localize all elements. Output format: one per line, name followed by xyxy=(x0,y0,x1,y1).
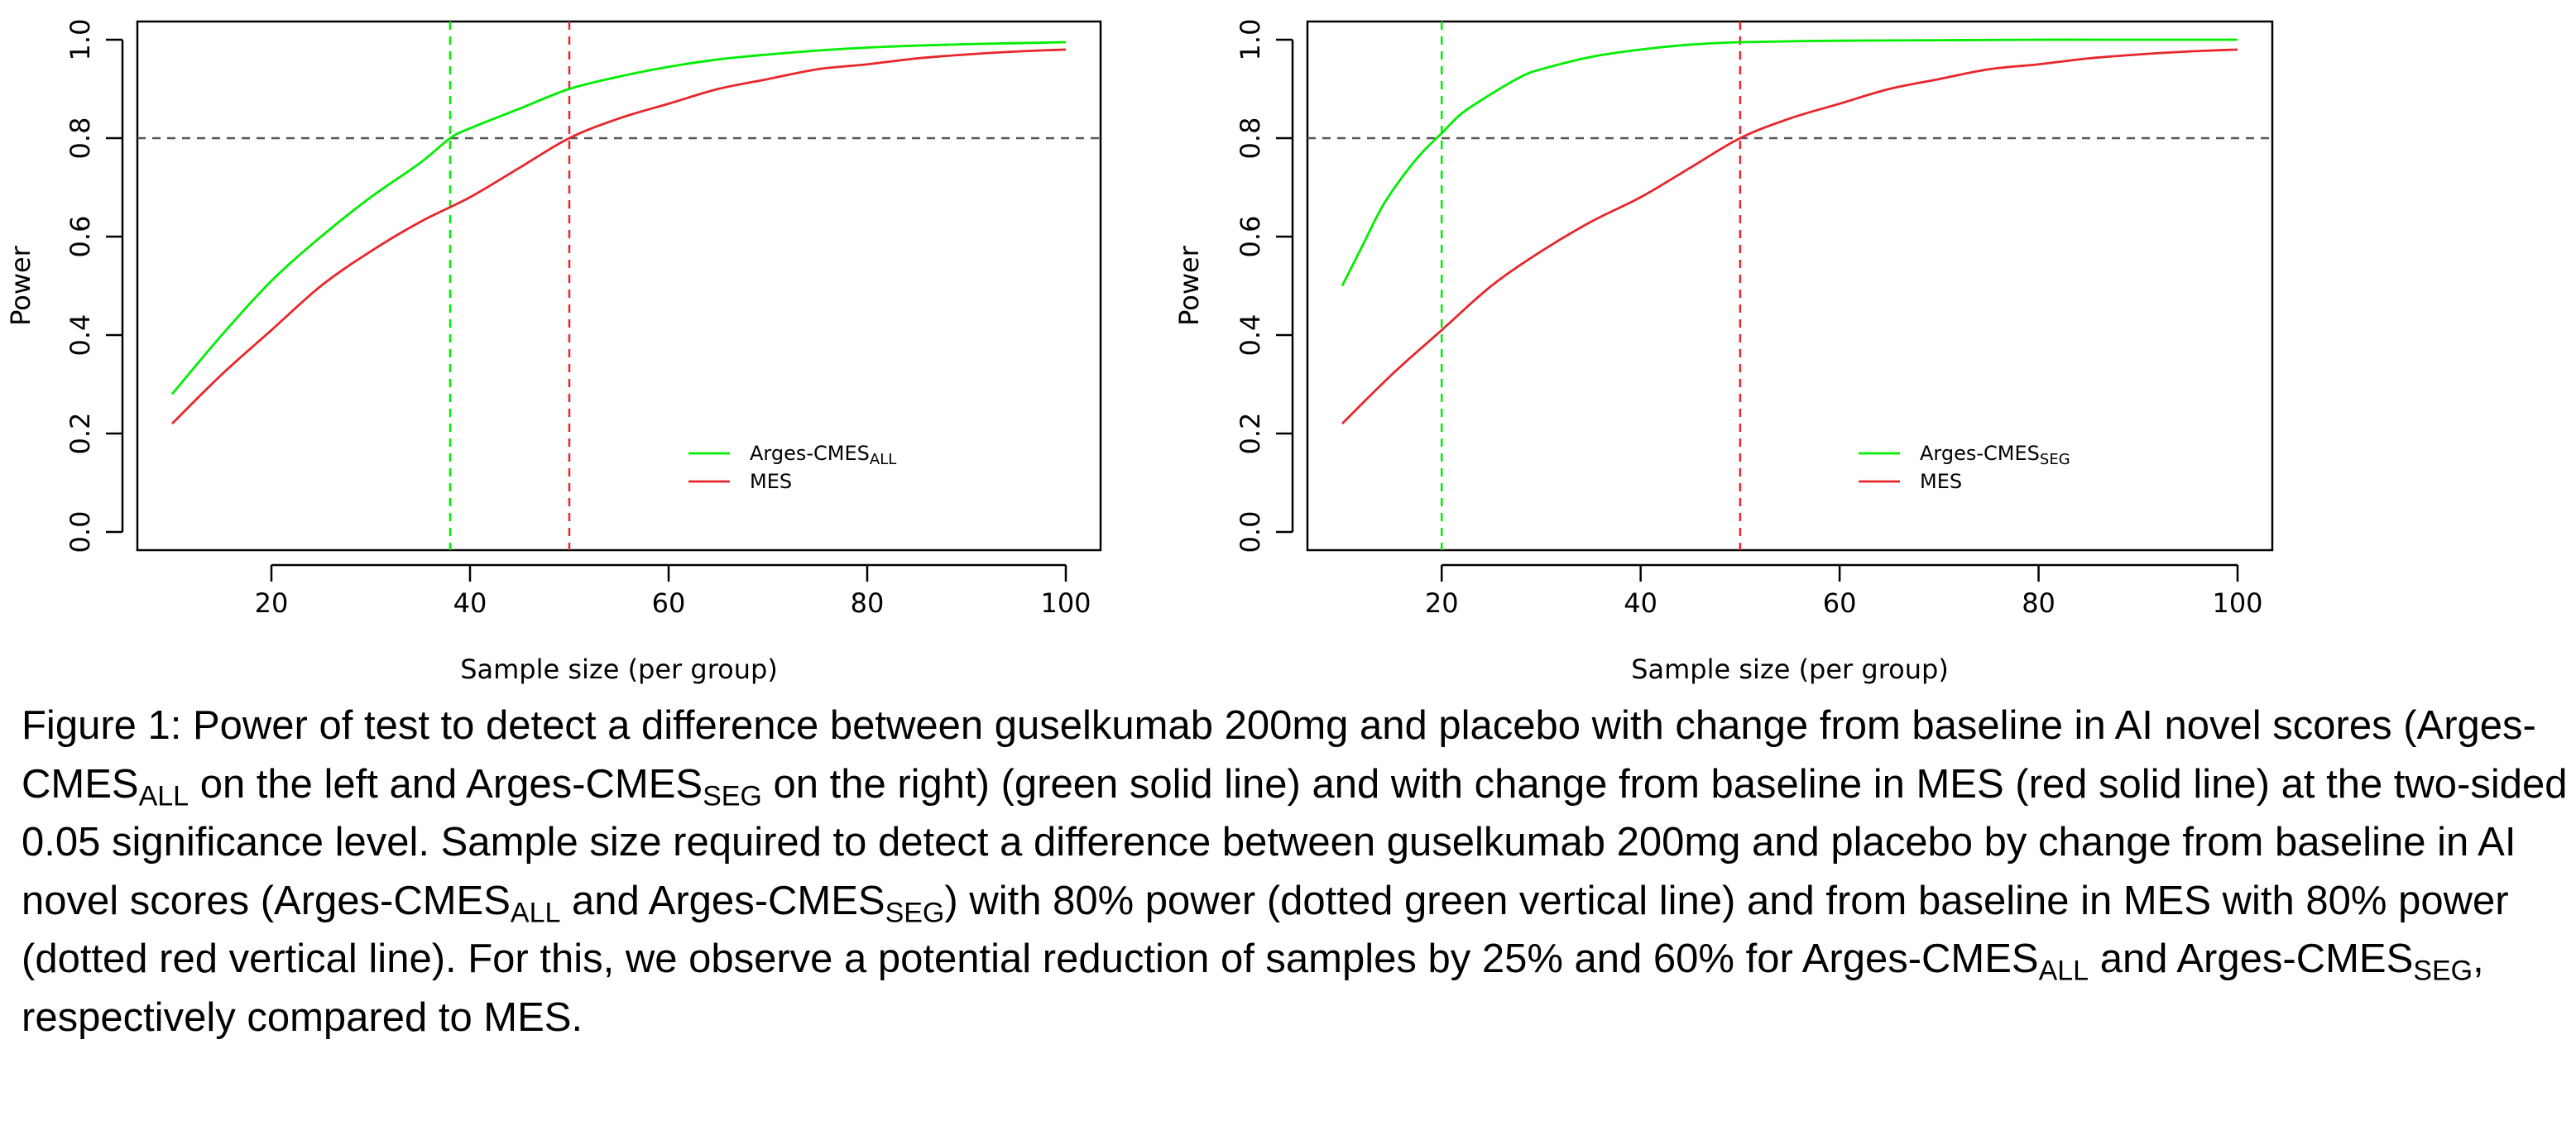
series-line-arges-cmes xyxy=(170,41,1067,395)
plot-frame xyxy=(1306,20,2274,552)
left-power-chart: 20 40 60 80 100 0.0 0.2 0.4 0.6 0.8 1.0 Sample size… xyxy=(5,19,1102,685)
x-tick-label: 80 xyxy=(851,587,885,619)
x-tick-label: 40 xyxy=(453,587,487,619)
x-tick-label: 20 xyxy=(255,587,289,619)
y-tick-label: 1.0 xyxy=(1235,19,1266,61)
y-tick-label: 0.8 xyxy=(1235,117,1266,160)
caption-text: ) with 80% power (dotted green vertical … xyxy=(22,878,2509,982)
y-tick-label: 0.6 xyxy=(65,216,96,258)
x-tick-label: 40 xyxy=(1624,587,1657,619)
y-tick-label: 1.0 xyxy=(65,19,96,61)
caption-text: on the left and Arges-CMES xyxy=(189,761,703,807)
x-tick-label: 100 xyxy=(2212,587,2262,619)
caption-subscript: ALL xyxy=(138,780,189,812)
caption-subscript: SEG xyxy=(703,780,762,812)
right-power-chart: 20 40 60 80 100 0.0 0.2 0.4 0.6 0.8 1.0 Sample size… xyxy=(1173,19,2274,685)
y-tick-label: 0.4 xyxy=(65,314,96,357)
legend-label: Arges-CMESSEG xyxy=(1920,442,2070,468)
caption-subscript: ALL xyxy=(2038,955,2089,987)
legend-label: MES xyxy=(1920,470,1962,493)
series-line-mes xyxy=(171,48,1067,425)
x-tick-label: 80 xyxy=(2022,587,2056,619)
figure-caption: Figure 1: Power of test to detect a diff… xyxy=(22,697,2570,1047)
x-axis-label: Sample size (per group) xyxy=(1631,654,1949,685)
x-tick-label: 100 xyxy=(1040,587,1091,619)
x-tick-label: 20 xyxy=(1425,587,1459,619)
legend-label: Arges-CMESALL xyxy=(750,442,896,468)
x-tick-label: 60 xyxy=(1823,587,1857,619)
y-tick-label: 0.0 xyxy=(1235,511,1266,553)
series-line-arges-cmes xyxy=(1341,38,2238,287)
plot-frame xyxy=(136,20,1102,552)
caption-subscript: SEG xyxy=(885,897,945,929)
y-tick-label: 0.6 xyxy=(1235,216,1266,258)
y-tick-label: 0.8 xyxy=(65,117,96,160)
caption-text: and Arges-CMES xyxy=(2089,937,2414,981)
legend-label: MES xyxy=(750,470,792,493)
caption-text: and Arges-CMES xyxy=(560,878,885,923)
y-axis-label: Power xyxy=(5,245,36,326)
caption-text: , respectively compared to MES. xyxy=(22,937,2484,1040)
x-axis-label: Sample size (per group) xyxy=(460,654,778,685)
caption-subscript: ALL xyxy=(510,897,561,929)
series-line-mes xyxy=(1341,48,2238,425)
y-tick-label: 0.0 xyxy=(65,511,96,553)
y-tick-label: 0.4 xyxy=(1235,314,1266,357)
x-tick-label: 60 xyxy=(652,587,686,619)
caption-subscript: SEG xyxy=(2413,955,2473,987)
y-tick-label: 0.2 xyxy=(65,413,96,455)
caption-text: on the right) (green solid line) and wit… xyxy=(22,761,2568,923)
caption-text: Figure 1: Power of test to detect a diff… xyxy=(22,703,2536,807)
y-tick-label: 0.2 xyxy=(1235,413,1266,455)
y-axis-label: Power xyxy=(1173,245,1205,326)
